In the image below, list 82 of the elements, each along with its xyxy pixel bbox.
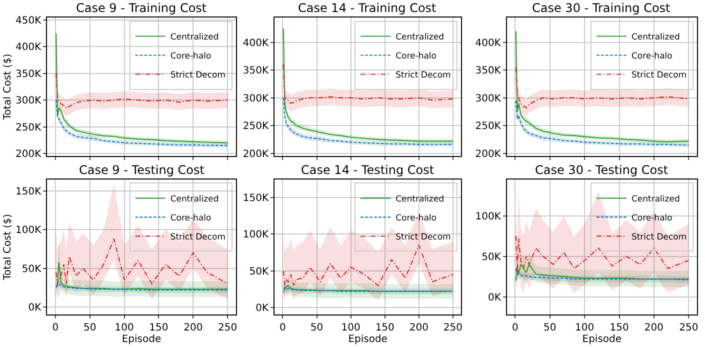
legend-label: Centralized [170,32,219,43]
y-tick-label: 250K [475,121,502,132]
legend-label: Core-halo [396,52,437,62]
line-series [56,283,228,290]
line-series [515,66,690,108]
x-tick-label: 200 [644,322,664,334]
y-tick-label: 400K [16,42,42,54]
y-tick-label: 50K [249,266,269,278]
x-tick-label: 150 [375,322,394,334]
legend-label: Core-halo [170,214,212,224]
y-tick-label: 50K [482,252,502,263]
x-tick-label: 200 [184,322,203,334]
x-tick-label: 250 [443,322,462,334]
x-tick-label: 0 [280,322,286,334]
legend-label: Strict Decom [170,232,226,243]
x-tick-label: 100 [114,322,134,334]
legend-label: Centralized [631,32,680,43]
chart-title: Case 30 - Testing Cost [535,163,668,177]
x-axis-title: Episode [348,334,388,346]
x-tick-label: 50 [83,322,96,334]
y-axis-title: Total Cost ($) [2,54,14,121]
y-tick-label: 300K [475,93,502,104]
y-tick-label: 200K [16,148,42,160]
y-axis-title: Total Cost ($) [2,214,14,282]
x-tick-label: 50 [310,322,324,334]
y-tick-label: 300K [242,93,269,104]
x-tick-label: 150 [149,322,168,334]
chart-title: Case 9 - Testing Cost [79,163,205,177]
legend-label: Core-halo [396,214,437,224]
line-series [282,64,454,104]
x-tick-label: 100 [341,322,360,334]
y-tick-label: 250K [242,121,269,132]
line-series [282,244,454,286]
line-series [56,262,228,290]
legend-label: Core-halo [631,52,672,62]
x-tick-label: 250 [218,322,238,334]
y-tick-label: 0K [28,302,42,314]
y-tick-label: 350K [242,66,269,77]
legend-label: Strict Decom [396,232,451,243]
y-tick-label: 150K [16,186,42,198]
chart-title: Case 14 - Training Cost [298,1,437,15]
y-tick-label: 450K [16,16,42,27]
y-tick-label: 250K [16,122,42,134]
line-series [515,268,690,280]
line-series [56,238,228,284]
x-tick-label: 100 [575,322,594,334]
y-tick-label: 200K [475,148,502,160]
x-axis-title: Episode [582,334,622,346]
chart-title: Case 9 - Training Cost [76,1,207,15]
y-tick-label: 50K [22,264,42,275]
x-tick-label: 0 [512,322,518,334]
legend-label: Centralized [170,194,219,205]
x-tick-label: 150 [610,322,629,334]
legend-label: Centralized [631,194,680,205]
x-tick-label: 50 [544,322,556,334]
legend-label: Strict Decom [631,70,687,81]
legend-label: Strict Decom [396,70,451,81]
y-tick-label: 100K [475,211,502,222]
y-tick-label: 0K [256,302,269,314]
x-axis-title: Episode [122,334,162,346]
y-tick-label: 200K [242,148,269,160]
legend-label: Strict Decom [170,70,226,81]
y-tick-label: 400K [242,38,269,49]
y-tick-label: 150K [242,193,269,204]
y-tick-label: 400K [475,38,502,49]
y-tick-label: 100K [16,225,42,236]
legend-label: Core-halo [170,52,212,62]
legend-label: Centralized [396,32,444,43]
y-tick-label: 350K [16,68,42,80]
line-series [56,72,228,109]
x-tick-label: 0 [52,322,59,334]
chart-title: Case 14 - Testing Cost [301,163,434,177]
legend-label: Centralized [396,194,444,205]
y-tick-label: 350K [475,66,502,77]
x-tick-label: 250 [679,322,698,334]
legend-label: Strict Decom [631,232,687,243]
chart-title: Case 30 - Training Cost [532,1,671,15]
x-tick-label: 200 [409,322,428,334]
y-tick-label: 100K [242,230,269,241]
legend-label: Core-halo [631,214,672,224]
y-tick-label: 300K [16,96,42,107]
y-tick-label: 0K [488,292,502,304]
